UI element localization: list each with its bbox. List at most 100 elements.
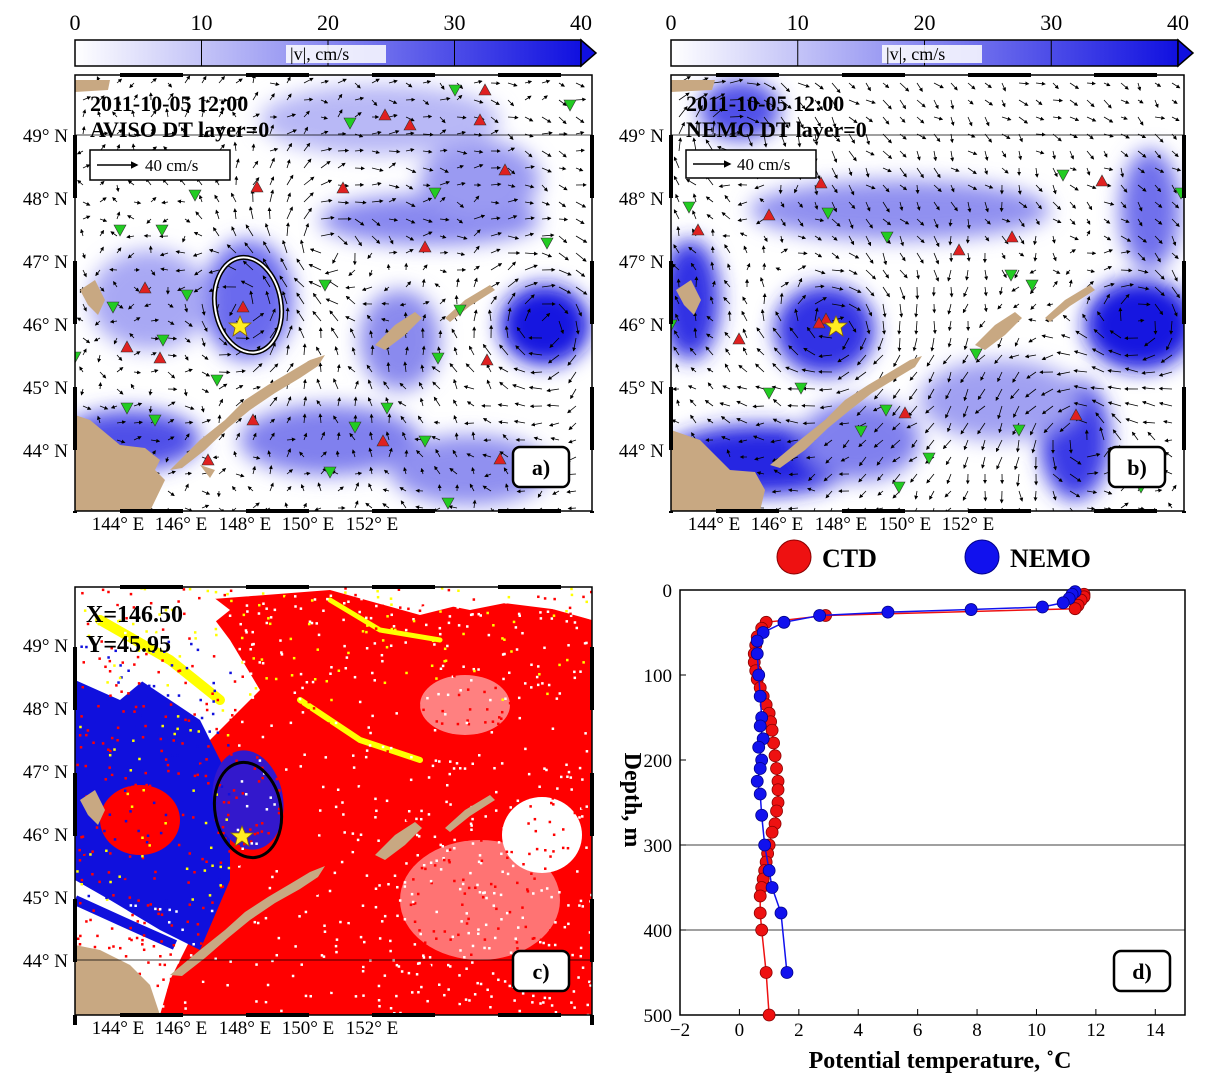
drifter-marker-up <box>376 434 390 447</box>
legend-nemo-marker <box>964 539 1000 575</box>
data-point-nemo <box>762 864 776 877</box>
x-tick-label: 6 <box>913 1020 923 1041</box>
colorbar-a: 0 10 20 30 40 |v|, cm/s <box>70 10 598 68</box>
drifter-marker-down <box>682 201 696 214</box>
panel-b-date: 2011-10-05 12:00 <box>686 91 844 116</box>
drifter-marker-down <box>323 466 337 479</box>
panel-c-lon-labels: 144° E 146° E 148° E 150° E 152° E <box>92 1018 398 1039</box>
data-point-nemo <box>765 881 779 894</box>
data-point-nemo <box>780 966 794 979</box>
drifter-marker-up <box>812 316 826 329</box>
data-point-ctd <box>771 783 785 797</box>
panel-d: CTD NEMO −2 0 2 4 6 8 10 12 14 0 100 200 300 400 500 P… <box>619 539 1186 1074</box>
drifter-marker-down <box>318 279 332 292</box>
panel-c-station-star <box>229 824 255 847</box>
panel-b-land <box>671 80 1095 511</box>
data-point-ctd <box>770 762 783 775</box>
drifter-marker-up <box>153 351 167 364</box>
lat-tick-label: 47° N <box>23 252 68 273</box>
drifter-marker-up <box>336 181 350 194</box>
drifter-marker-up <box>403 118 417 131</box>
data-point-nemo <box>755 808 769 822</box>
x-tick-label: −2 <box>670 1020 690 1041</box>
drifter-marker-down <box>441 497 455 510</box>
panel-b-station-star <box>823 314 849 337</box>
drifter-marker-down <box>148 414 162 427</box>
panel-c-speckle <box>76 587 592 1015</box>
lon-tick-label: 146° E <box>155 1018 207 1039</box>
y-tick-label: 0 <box>663 581 673 602</box>
drifter-marker-down <box>1025 279 1039 292</box>
legend-ctd-marker <box>776 539 812 575</box>
drifter-marker-down <box>418 435 432 448</box>
lat-tick-label: 46° N <box>23 315 68 336</box>
drifter-marker-up <box>493 452 507 465</box>
lat-tick-label: 44° N <box>23 951 68 972</box>
drifter-marker-up <box>418 240 432 253</box>
drifter-marker-down <box>188 189 202 202</box>
y-tick-label: 100 <box>644 666 673 687</box>
data-point-ctd <box>753 906 767 920</box>
panel-a-source: AVISO DT layer=0 <box>90 117 269 142</box>
series-line-nemo <box>756 591 1076 973</box>
drifter-marker-up <box>732 332 746 345</box>
y-tick-label: 200 <box>644 751 673 772</box>
x-tick-label: 12 <box>1086 1020 1105 1041</box>
profile-x-axis-label: Potential temperature, ˚C <box>809 1048 1072 1074</box>
drifter-marker-up <box>1069 408 1083 421</box>
lat-tick-label: 44° N <box>23 441 68 462</box>
lat-tick-label: 47° N <box>23 762 68 783</box>
drifter-marker-down <box>431 352 445 365</box>
drifter-marker-up <box>498 163 512 176</box>
drifter-marker-up <box>250 180 264 193</box>
lat-tick-label: 47° N <box>619 252 664 273</box>
drifter-marker-down <box>453 304 467 317</box>
series-ctd <box>747 587 1091 1022</box>
drifter-marker-down <box>348 421 362 434</box>
panel-c-lagrangian-map <box>75 587 592 1015</box>
data-point-nemo <box>774 906 788 920</box>
data-point-nemo <box>813 609 827 622</box>
data-point-ctd <box>765 723 779 737</box>
legend-ctd-label: CTD <box>822 544 877 573</box>
lon-tick-label: 150° E <box>282 514 334 535</box>
drifter-marker-down <box>113 224 127 237</box>
panel-b-source: NEMO DT layer=0 <box>686 117 867 142</box>
drifter-marker-down <box>210 374 224 387</box>
data-point-nemo <box>750 647 764 661</box>
drifter-marker-up <box>762 208 776 221</box>
drifter-marker-down <box>448 84 462 97</box>
panel-c-land <box>75 790 495 1015</box>
drifter-marker-down <box>343 117 357 130</box>
panel-c: X=146.50 Y=45.95 49° N 48° N 47° N 46° N 45°… <box>23 585 594 1039</box>
data-point-nemo <box>1036 600 1049 614</box>
drifter-marker-down <box>1174 187 1184 200</box>
colorbar-a-label: |v|, cm/s <box>290 44 349 64</box>
drifter-marker-down <box>380 402 394 415</box>
lat-tick-label: 45° N <box>23 378 68 399</box>
panel-b-label: b) <box>1127 455 1147 480</box>
data-point-ctd <box>762 1008 776 1022</box>
colorbar-tick: 40 <box>570 10 592 35</box>
drifter-marker-up <box>691 223 705 236</box>
lat-tick-label: 48° N <box>619 189 664 210</box>
lon-tick-label: 152° E <box>346 1018 398 1039</box>
drifter-marker-down <box>428 187 442 200</box>
data-point-ctd <box>770 804 783 818</box>
drifter-marker-up <box>898 406 912 419</box>
profile-series <box>747 585 1091 1022</box>
colorbar-tick: 20 <box>914 10 936 35</box>
data-point-nemo <box>881 605 895 619</box>
panel-a-label: a) <box>532 455 550 480</box>
colorbar-tick: 10 <box>191 10 213 35</box>
colorbar-tick: 30 <box>1040 10 1062 35</box>
drifter-marker-up <box>952 243 966 256</box>
drifter-marker-down <box>854 425 868 438</box>
drifter-marker-up <box>120 340 134 353</box>
y-tick-label: 400 <box>644 921 673 942</box>
lon-tick-label: 150° E <box>282 1018 334 1039</box>
profile-y-axis-label: Depth, m <box>619 753 645 848</box>
x-tick-label: 0 <box>735 1020 745 1041</box>
lon-tick-label: 150° E <box>879 514 931 535</box>
data-point-nemo <box>753 787 767 801</box>
